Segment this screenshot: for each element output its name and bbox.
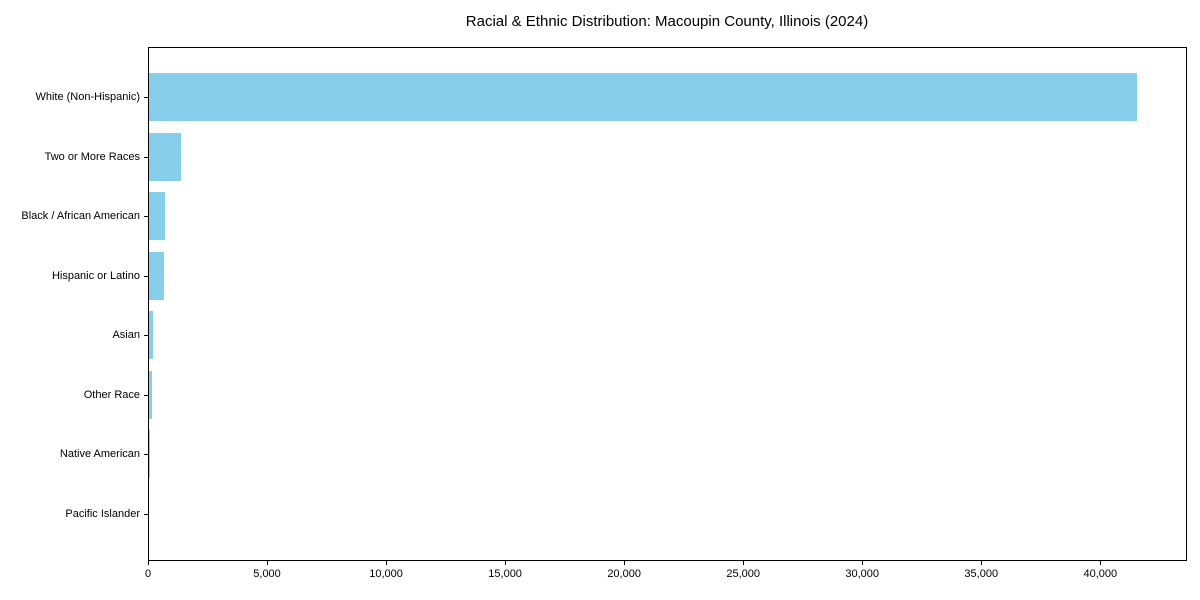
bar-two-or-more-races	[149, 132, 181, 181]
x-axis-tick-label: 30,000	[845, 568, 880, 580]
y-axis-tick	[144, 513, 148, 515]
y-axis-tick	[144, 394, 148, 396]
y-axis-tick	[144, 454, 148, 455]
y-axis-tick	[144, 97, 148, 98]
bar-asian	[149, 311, 153, 359]
x-axis-tick-label: 20,000	[607, 568, 641, 580]
y-axis-label-asian: Asian	[112, 329, 140, 341]
x-axis-tick-label: 10,000	[369, 568, 403, 580]
y-axis-label-native-american: Native American	[59, 448, 140, 460]
y-axis-label-two-or-more-races: Two or More Races	[44, 150, 140, 163]
x-axis-tick	[148, 561, 149, 565]
x-axis-tick-label: 40,000	[1083, 568, 1118, 580]
plot-area	[148, 47, 1187, 561]
bar-black-african-american	[149, 192, 165, 240]
x-axis-tick	[743, 561, 745, 565]
bar-hispanic-or-latino	[149, 251, 164, 300]
bar-native-american	[149, 430, 150, 478]
y-axis-tick	[144, 275, 148, 277]
y-axis-label-hispanic-or-latino: Hispanic or Latino	[51, 269, 140, 282]
y-axis-label-white-non-hispanic: White (Non-Hispanic)	[35, 91, 140, 103]
chart-title: Racial & Ethnic Distribution: Macoupin C…	[465, 13, 869, 30]
x-axis-tick	[386, 561, 388, 565]
x-axis-tick	[624, 561, 626, 565]
y-axis-tick	[144, 156, 148, 158]
x-axis-tick-label: 5,000	[253, 568, 281, 580]
x-axis-tick-label: 0	[144, 568, 152, 580]
y-axis-label-other-race: Other Race	[83, 388, 140, 401]
y-axis-label-pacific-islander: Pacific Islander	[65, 507, 140, 520]
y-axis-tick	[144, 335, 148, 336]
x-axis-tick	[267, 561, 269, 565]
bar-white-non-hispanic	[149, 73, 1137, 121]
x-axis-tick	[981, 561, 983, 565]
x-axis-tick-label: 25,000	[726, 568, 760, 580]
x-axis-tick	[1100, 561, 1102, 565]
y-axis-label-black-african-american: Black / African American	[21, 210, 140, 222]
x-axis-tick	[862, 561, 864, 565]
x-axis-tick	[505, 561, 507, 565]
x-axis-tick-label: 15,000	[488, 568, 522, 580]
x-axis-tick-label: 35,000	[964, 568, 999, 580]
y-axis-tick	[144, 216, 148, 217]
bar-other-race	[149, 370, 152, 419]
